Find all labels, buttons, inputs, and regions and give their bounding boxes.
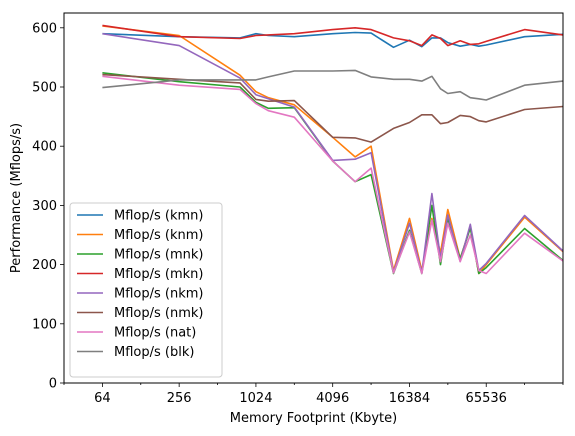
legend-box xyxy=(69,202,223,378)
y-tick-label: 300 xyxy=(32,199,57,214)
x-axis-label: Memory Footprint (Kbyte) xyxy=(230,411,397,426)
y-tick-label: 200 xyxy=(32,258,57,273)
y-axis-label: Performance (Mflops/s) xyxy=(9,123,24,273)
legend-label: Mflop/s (mnk) xyxy=(114,248,203,263)
y-tick-label: 600 xyxy=(32,21,57,36)
y-tick-label: 500 xyxy=(32,81,57,96)
y-tick-label: 0 xyxy=(49,377,57,392)
legend: Mflop/s (kmn) Mflop/s (knm) Mflop/s (mnk) M… xyxy=(69,202,223,378)
series-line-7 xyxy=(102,69,564,101)
legend-label: Mflop/s (nat) xyxy=(114,326,196,341)
legend-label: Mflop/s (blk) xyxy=(114,345,194,360)
x-tick-label: 65536 xyxy=(466,391,507,406)
y-tick-label: 100 xyxy=(32,317,57,332)
legend-label: Mflop/s (knm) xyxy=(114,228,203,243)
legend-label: Mflop/s (mkn) xyxy=(114,267,203,282)
x-axis: 64 256 1024 4096 16384 65536 xyxy=(63,383,564,406)
y-axis: 0 100 200 300 400 500 600 xyxy=(32,21,64,392)
plot-frame xyxy=(63,12,564,384)
series-line-6 xyxy=(102,75,564,275)
x-tick-label: 1024 xyxy=(239,391,272,406)
legend-label: Mflop/s (nmk) xyxy=(114,306,203,321)
x-tick-label: 4096 xyxy=(316,391,349,406)
legend-label: Mflop/s (kmn) xyxy=(114,209,203,224)
y-tick-label: 400 xyxy=(32,140,57,155)
series-lines xyxy=(102,24,564,275)
x-tick-label: 16384 xyxy=(389,391,430,406)
series-line-5 xyxy=(102,73,564,143)
legend-label: Mflop/s (nkm) xyxy=(114,287,203,302)
x-tick-label: 256 xyxy=(167,391,192,406)
series-line-3 xyxy=(102,24,564,47)
series-line-4 xyxy=(102,32,564,274)
x-tick-label: 64 xyxy=(94,391,111,406)
